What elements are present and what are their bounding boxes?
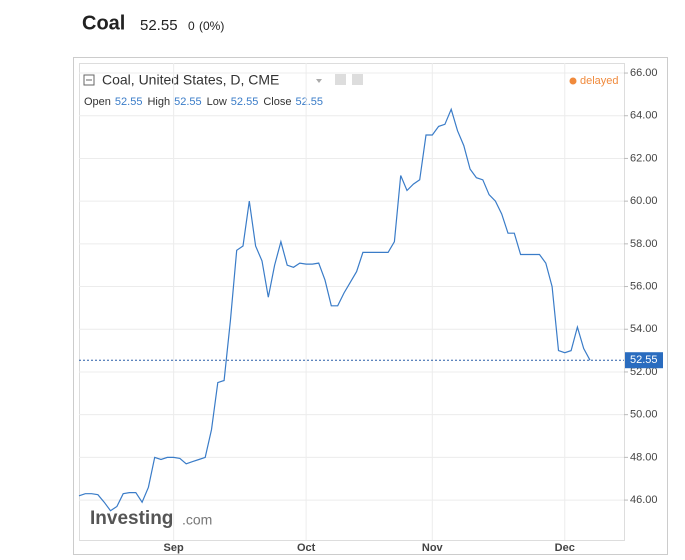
- y-tick-label: 58.00: [630, 238, 658, 250]
- x-tick-label: Oct: [297, 542, 316, 554]
- y-tick-label: 54.00: [630, 323, 658, 335]
- y-tick-label: 46.00: [630, 494, 658, 506]
- x-tick-label: Sep: [164, 542, 184, 554]
- plot-frame: [79, 63, 625, 541]
- ohlc-value: 52.55: [231, 96, 259, 108]
- delayed-status: delayed: [580, 75, 619, 87]
- y-tick-label: 64.00: [630, 110, 658, 122]
- gear-icon[interactable]: [352, 74, 363, 85]
- chart-title: Coal, United States, D, CME: [102, 72, 279, 88]
- y-tick-label: 66.00: [630, 67, 658, 79]
- ohlc-label: High: [147, 96, 170, 108]
- ohlc-label: Close: [263, 96, 291, 108]
- price: 52.55: [140, 17, 178, 34]
- instrument-title: Coal: [82, 12, 125, 34]
- y-tick-label: 50.00: [630, 409, 658, 421]
- watermark-suffix: .com: [182, 512, 212, 528]
- delayed-dot: [569, 77, 577, 85]
- x-tick-label: Nov: [422, 542, 444, 554]
- change: 0: [188, 19, 195, 33]
- dropdown-arrow[interactable]: [316, 79, 322, 83]
- ohlc-label: Low: [207, 96, 227, 108]
- price-line: [78, 107, 591, 512]
- change-percent: (0%): [199, 19, 224, 33]
- y-tick-label: 60.00: [630, 195, 658, 207]
- y-tick-label: 62.00: [630, 152, 658, 164]
- y-tick-label: 56.00: [630, 280, 658, 292]
- ohlc-label: Open: [84, 96, 111, 108]
- y-tick-label: 52.00: [630, 366, 658, 378]
- ohlc-value: 52.55: [295, 96, 323, 108]
- settings-icon[interactable]: [335, 74, 346, 85]
- ohlc-value: 52.55: [174, 96, 202, 108]
- chart-frame: [73, 57, 668, 555]
- ohlc-value: 52.55: [115, 96, 143, 108]
- last-price-label: 52.55: [630, 354, 658, 366]
- last-price-box: [625, 352, 663, 369]
- watermark-brand: Investing: [90, 508, 173, 529]
- y-tick-label: 48.00: [630, 451, 658, 463]
- x-tick-label: Dec: [555, 542, 575, 554]
